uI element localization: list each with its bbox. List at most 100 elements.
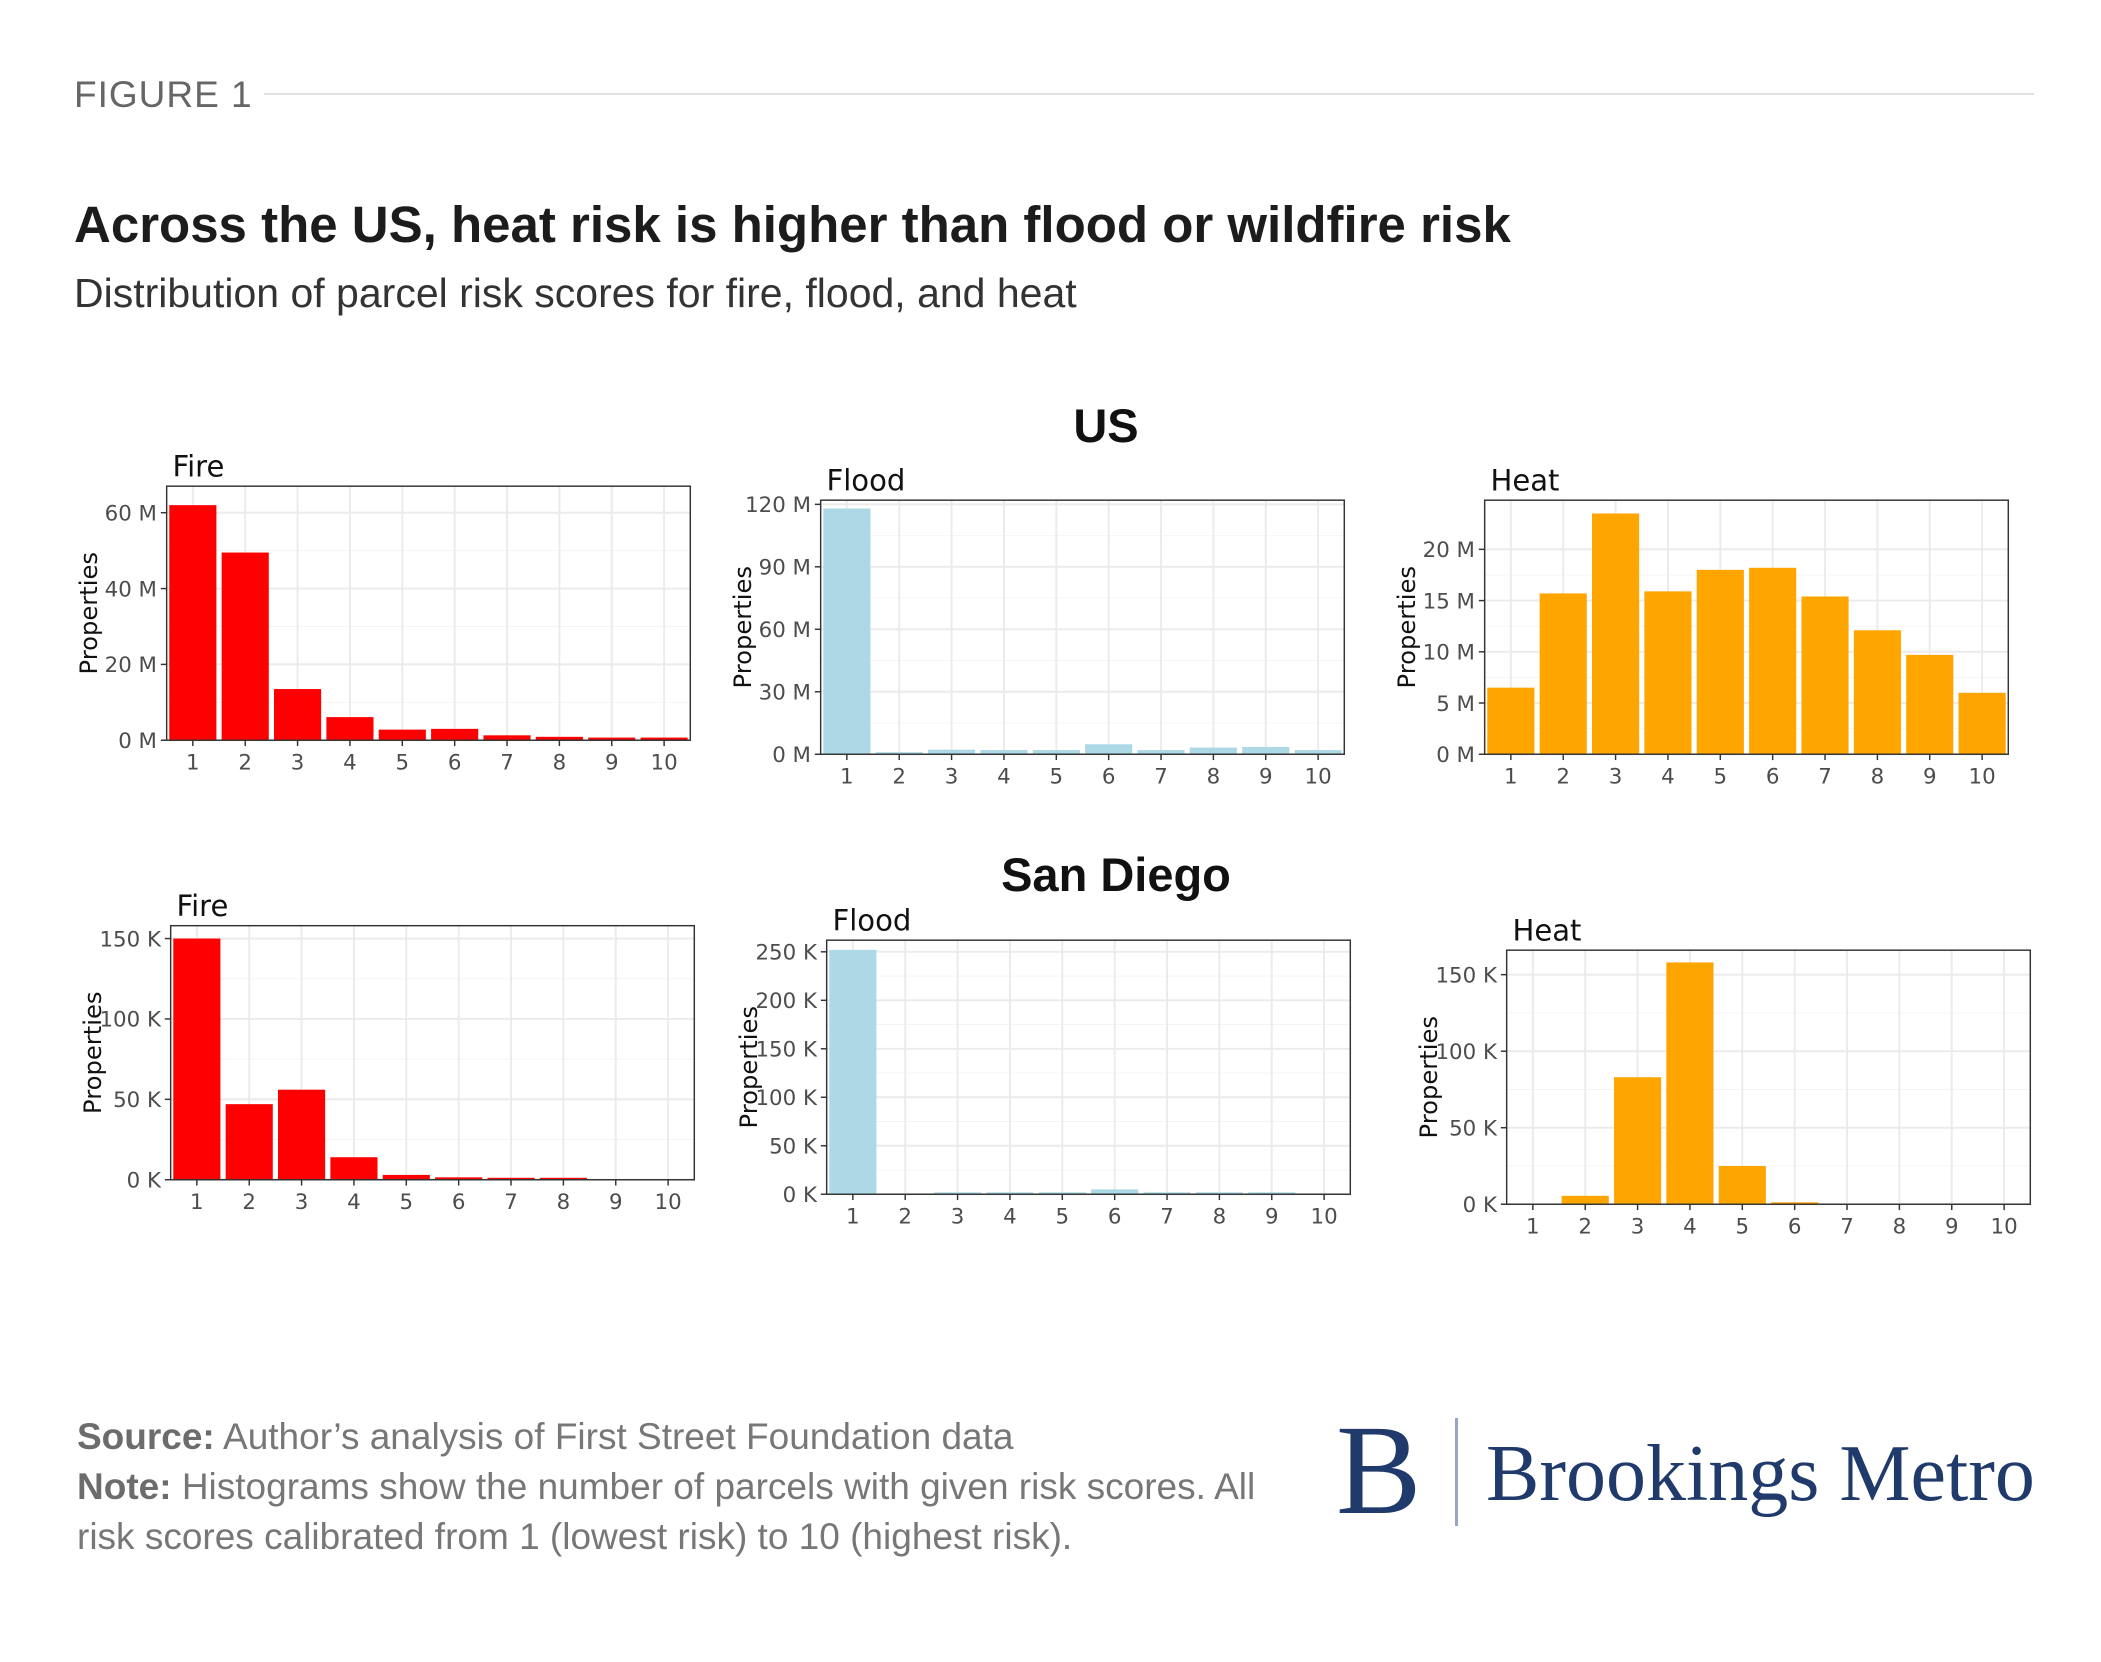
y-axis-label: Properties [74,552,103,674]
x-tick-label: 4 [997,764,1011,789]
x-tick-label: 4 [1003,1204,1017,1229]
x-tick-label: 3 [295,1190,309,1215]
bar-8 [1189,747,1237,755]
bar-6 [431,728,479,741]
bar-4 [1666,962,1714,1205]
bar-1 [1487,687,1535,755]
bar-7 [487,1177,535,1180]
y-tick-label: 40 M [105,577,157,602]
x-tick-label: 7 [504,1190,518,1215]
bar-8 [535,736,583,741]
bar-6 [1771,1202,1819,1205]
histogram-sd-flood: 0 K 50 K 100 K 150 K 200 K 250 K 1 2 3 4 5 6 7 8 9 10 Fl… [734,903,1352,1229]
y-tick-label: 0 K [783,1183,818,1208]
x-tick-label: 3 [951,1204,965,1229]
y-tick-label: 0 K [1463,1193,1498,1218]
histogram-sd-heat: 0 K 50 K 100 K 150 K 1 2 3 4 5 6 7 8 9 10 Heat Properti… [1414,913,2032,1239]
x-tick-label: 8 [1893,1214,1907,1239]
source-text: Author’s analysis of First Street Founda… [223,1416,1014,1457]
bar-6 [1749,567,1797,755]
chart-title: Across the US, heat risk is higher than … [74,196,1511,253]
y-tick-label: 250 K [755,941,817,966]
brookings-metro-logo: B Brookings Metro [1336,1406,2036,1534]
footer-notes: Source: Author’s analysis of First Stree… [77,1412,1257,1562]
bar-5 [378,729,426,741]
panel-title: Flood [826,463,905,497]
logo-wordmark: Brookings Metro [1486,1430,2035,1518]
x-tick-label: 1 [190,1190,204,1215]
bar-4 [330,1157,378,1180]
chart-sd-heat: 0 K 50 K 100 K 150 K 1 2 3 4 5 6 7 8 9 10 Heat Properti… [1400,900,2040,1268]
figure-label: FIGURE 1 [74,74,253,115]
panel-title: Fire [172,449,224,483]
x-tick-label: 8 [1871,764,1885,789]
x-tick-label: 1 [1526,1214,1540,1239]
x-tick-label: 8 [553,750,567,775]
bar-3 [928,749,976,755]
bar-3 [278,1089,326,1180]
y-axis-label: Properties [728,566,757,688]
x-tick-label: 8 [1207,764,1221,789]
x-tick-label: 3 [1631,1214,1645,1239]
x-tick-label: 9 [609,1190,623,1215]
x-tick-label: 7 [1818,764,1832,789]
plot-border [165,485,692,741]
panel-title: Heat [1512,913,1581,947]
x-tick-label: 3 [291,750,305,775]
bar-9 [1248,1192,1296,1195]
group-title-san-diego: San Diego [1001,848,1231,901]
y-tick-label: 60 M [759,618,811,643]
y-tick-label: 120 M [745,493,811,518]
bar-1 [823,508,871,755]
bar-10 [640,737,688,741]
note-text: Histograms show the number of parcels wi… [77,1466,1256,1557]
plot-border [819,499,1346,755]
plot-border [1483,499,2010,755]
x-tick-label: 6 [448,750,462,775]
y-tick-label: 15 M [1423,589,1475,614]
x-tick-label: 6 [1102,764,1116,789]
logo-mark: B [1336,1399,1422,1541]
x-tick-label: 6 [1766,764,1780,789]
x-tick-label: 4 [1661,764,1675,789]
y-tick-label: 20 M [105,653,157,678]
y-tick-label: 100 K [1435,1040,1497,1065]
y-tick-label: 0 M [118,729,157,754]
x-tick-label: 1 [186,750,200,775]
bar-4 [986,1192,1034,1195]
x-tick-label: 3 [1609,764,1623,789]
y-tick-label: 10 M [1423,641,1475,666]
bar-9 [588,737,636,741]
histogram-us-fire: 0 M 20 M 40 M 60 M 1 2 3 4 5 6 7 8 9 10 Fire Properties [74,449,692,775]
note-label: Note: [77,1466,172,1507]
y-tick-label: 5 M [1436,692,1475,717]
bar-6 [1085,744,1133,755]
y-axis-label: Properties [1414,1016,1443,1138]
panel-title: Fire [176,889,228,923]
y-tick-label: 100 K [755,1086,817,1111]
bar-4 [326,717,374,741]
histogram-sd-fire: 0 K 50 K 100 K 150 K 1 2 3 4 5 6 7 8 9 10 Fire Properti… [78,889,696,1215]
bar-4 [1644,591,1692,755]
panel-title: Heat [1490,463,1559,497]
bar-6 [1091,1189,1139,1195]
y-tick-label: 30 M [759,681,811,706]
y-tick-label: 50 K [1449,1116,1498,1141]
bar-1 [173,938,221,1180]
plot-panel [1506,950,2031,1205]
y-tick-label: 150 K [755,1038,817,1063]
x-tick-label: 5 [1056,1204,1070,1229]
bar-9 [1242,746,1290,755]
y-tick-label: 50 K [769,1135,818,1160]
plot-border [825,939,1352,1195]
chart-us-fire: 0 M 20 M 40 M 60 M 1 2 3 4 5 6 7 8 9 10 Fire Properties [60,440,700,800]
x-tick-label: 2 [1578,1214,1592,1239]
x-tick-label: 1 [1504,764,1518,789]
panel-title: Flood [832,903,911,937]
y-tick-label: 150 K [99,927,161,952]
chart-us-heat: 0 M 5 M 10 M 15 M 20 M 1 2 3 4 5 6 7 8 9 10 Heat Propert… [1378,448,2018,820]
x-tick-label: 9 [1923,764,1937,789]
chart-sd-fire: 0 K 50 K 100 K 150 K 1 2 3 4 5 6 7 8 9 10 Fire Properti… [64,877,704,1242]
x-tick-label: 10 [655,1190,682,1215]
x-tick-label: 2 [242,1190,256,1215]
